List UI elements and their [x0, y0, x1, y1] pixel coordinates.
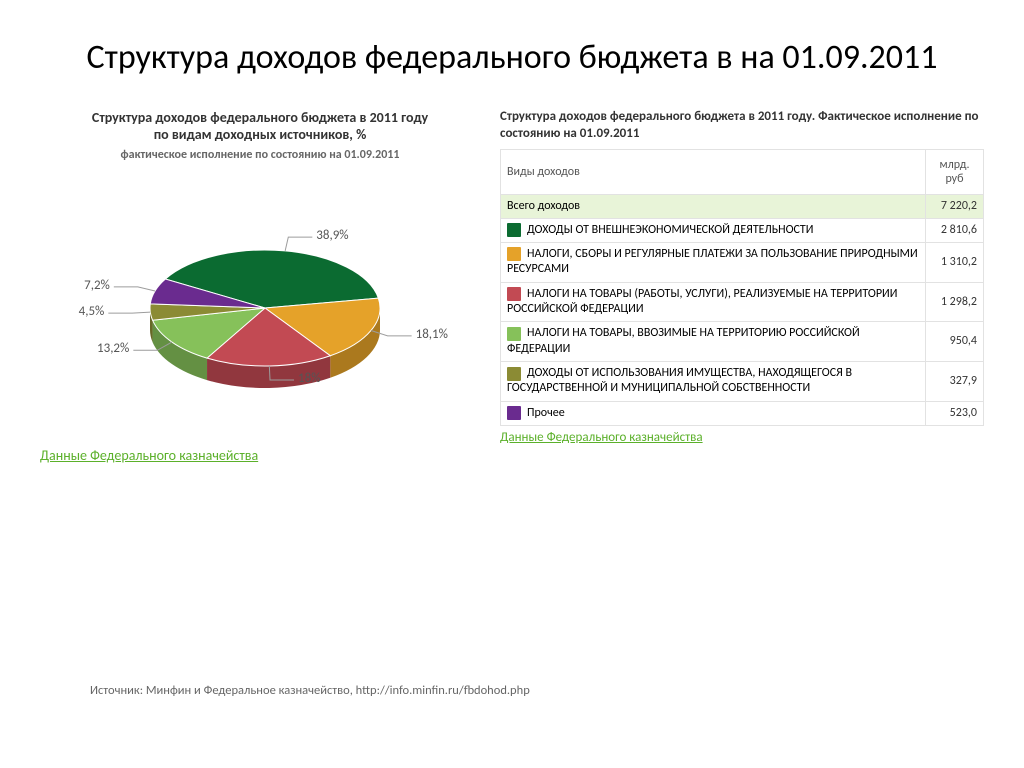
col-header-value: млрд. руб: [926, 149, 984, 194]
footer-source: Источник: Минфин и Федеральное казначейс…: [90, 683, 530, 698]
table-row: НАЛОГИ НА ТОВАРЫ, ВВОЗИМЫЕ НА ТЕРРИТОРИЮ…: [501, 322, 984, 362]
row-label-cell: ДОХОДЫ ОТ ВНЕШНЕЭКОНОМИЧЕСКОЙ ДЕЯТЕЛЬНОС…: [501, 218, 926, 242]
pie-slice-label: 7,2%: [84, 278, 110, 293]
pie-slice-label: 13,2%: [97, 341, 129, 356]
row-label-cell: НАЛОГИ НА ТОВАРЫ (РАБОТЫ, УСЛУГИ), РЕАЛИ…: [501, 282, 926, 322]
color-swatch: [507, 247, 521, 261]
color-swatch: [507, 287, 521, 301]
pie-chart: 38,9% 18,1% 18% 13,2% 4,5% 7,2%: [40, 173, 480, 433]
table-row: ДОХОДЫ ОТ ВНЕШНЕЭКОНОМИЧЕСКОЙ ДЕЯТЕЛЬНОС…: [501, 218, 984, 242]
row-label: НАЛОГИ НА ТОВАРЫ (РАБОТЫ, УСЛУГИ), РЕАЛИ…: [507, 287, 897, 316]
row-value: 523,0: [926, 401, 984, 425]
page-title: Структура доходов федерального бюджета в…: [0, 0, 1024, 89]
pie-title: Структура доходов федерального бюджета в…: [40, 109, 480, 144]
table-row: НАЛОГИ, СБОРЫ И РЕГУЛЯРНЫЕ ПЛАТЕЖИ ЗА ПО…: [501, 242, 984, 282]
color-swatch: [507, 327, 521, 341]
row-label: НАЛОГИ НА ТОВАРЫ, ВВОЗИМЫЕ НА ТЕРРИТОРИЮ…: [507, 326, 860, 355]
col-header-type: Виды доходов: [501, 149, 926, 194]
pie-subtitle: фактическое исполнение по состоянию на 0…: [40, 144, 480, 163]
table-row: НАЛОГИ НА ТОВАРЫ (РАБОТЫ, УСЛУГИ), РЕАЛИ…: [501, 282, 984, 322]
row-value: 327,9: [926, 362, 984, 402]
row-label-cell: НАЛОГИ НА ТОВАРЫ, ВВОЗИМЫЕ НА ТЕРРИТОРИЮ…: [501, 322, 926, 362]
table-title: Структура доходов федерального бюджета в…: [500, 109, 984, 149]
total-value: 7 220,2: [926, 194, 984, 218]
row-value: 1 310,2: [926, 242, 984, 282]
row-label: НАЛОГИ, СБОРЫ И РЕГУЛЯРНЫЕ ПЛАТЕЖИ ЗА ПО…: [507, 247, 918, 276]
row-value: 1 298,2: [926, 282, 984, 322]
row-label-cell: НАЛОГИ, СБОРЫ И РЕГУЛЯРНЫЕ ПЛАТЕЖИ ЗА ПО…: [501, 242, 926, 282]
table-source-link[interactable]: Данные Федерального казначейства: [500, 430, 703, 445]
pie-slice-label: 4,5%: [79, 304, 105, 319]
row-label: ДОХОДЫ ОТ ВНЕШНЕЭКОНОМИЧЕСКОЙ ДЕЯТЕЛЬНОС…: [527, 223, 813, 237]
color-swatch: [507, 406, 521, 420]
table-row-total: Всего доходов 7 220,2: [501, 194, 984, 218]
pie-slice-label: 38,9%: [316, 228, 348, 243]
pie-panel: Структура доходов федерального бюджета в…: [40, 109, 480, 465]
row-label: ДОХОДЫ ОТ ИСПОЛЬЗОВАНИЯ ИМУЩЕСТВА, НАХОД…: [507, 366, 852, 395]
row-label: Прочее: [527, 406, 565, 420]
pie-svg: [40, 173, 480, 433]
table-header-row: Виды доходов млрд. руб: [501, 149, 984, 194]
pie-slice-label: 18%: [298, 371, 320, 386]
color-swatch: [507, 367, 521, 381]
row-label-cell: Прочее: [501, 401, 926, 425]
row-value: 2 810,6: [926, 218, 984, 242]
table-panel: Структура доходов федерального бюджета в…: [500, 109, 984, 465]
pie-source-link[interactable]: Данные Федерального казначейства: [40, 447, 258, 465]
pie-slice-label: 18,1%: [416, 327, 448, 342]
income-table: Виды доходов млрд. руб Всего доходов 7 2…: [500, 149, 984, 427]
table-row: ДОХОДЫ ОТ ИСПОЛЬЗОВАНИЯ ИМУЩЕСТВА, НАХОД…: [501, 362, 984, 402]
total-label: Всего доходов: [501, 194, 926, 218]
row-label-cell: ДОХОДЫ ОТ ИСПОЛЬЗОВАНИЯ ИМУЩЕСТВА, НАХОД…: [501, 362, 926, 402]
color-swatch: [507, 223, 521, 237]
table-row: Прочее 523,0: [501, 401, 984, 425]
row-value: 950,4: [926, 322, 984, 362]
content-area: Структура доходов федерального бюджета в…: [0, 89, 1024, 465]
